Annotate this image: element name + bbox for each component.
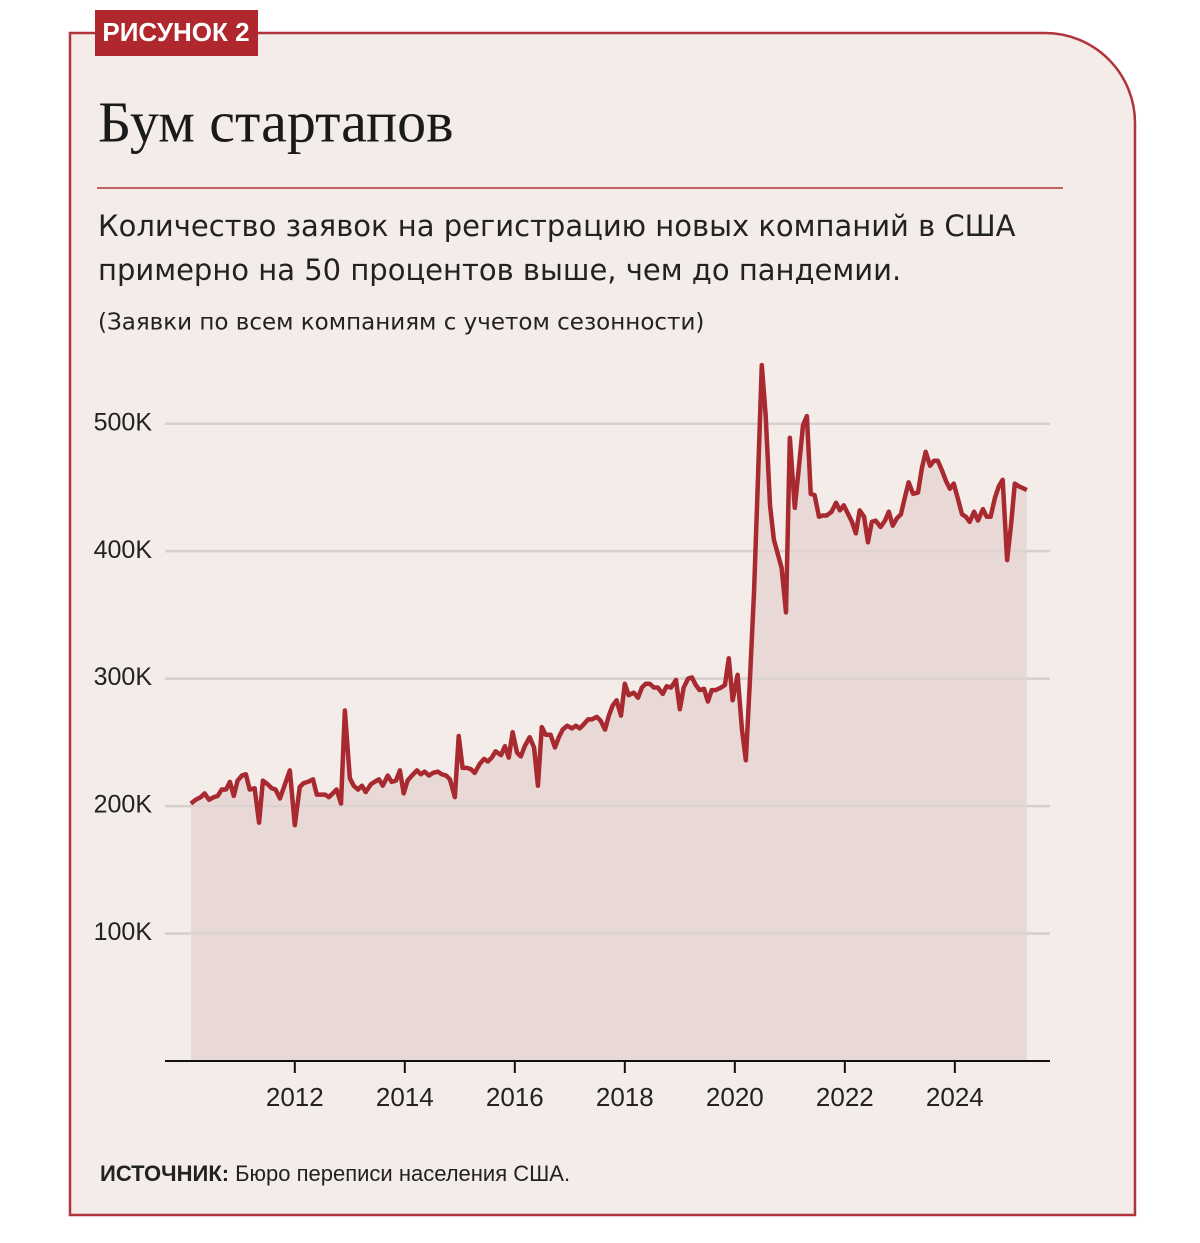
subtitle: Количество заявок на регистрацию новых к… [98,209,1016,243]
source: Бюро переписи населения США. [235,1161,570,1186]
area [190,365,1027,1062]
badge-box [95,10,258,56]
y-tick-label: 400K [94,536,153,564]
x-tick-label: 2014 [376,1082,434,1112]
source-line: ИСТОЧНИК: Бюро переписи населения США. [100,1161,570,1186]
x-tick-label: 2020 [706,1082,764,1112]
y-tick-label: 200K [94,791,153,819]
note: (Заявки по всем компаниям с учетом сезон… [98,310,704,336]
x-tick-label: 2016 [486,1082,544,1112]
line [189,362,1028,828]
x-tick-label: 2022 [816,1082,874,1112]
subtitle: примерно на 50 процентов выше, чем до па… [98,253,901,287]
source-label: ИСТОЧНИК: [100,1161,229,1186]
y-tick-label: 100K [94,918,153,946]
y-tick-label: 500K [94,408,153,436]
badge: РИСУНОК 2 [102,17,249,47]
x-tick-label: 2024 [926,1082,984,1112]
x-tick-label: 2018 [596,1082,654,1112]
x-tick-label: 2012 [266,1082,324,1112]
plot: 100K 200K 300K 400K 500K 2012 2014 2016 2018 2020… [94,362,1050,1112]
y-tick-label: 300K [94,663,153,691]
chart-title: Бум стартапов [98,89,454,154]
